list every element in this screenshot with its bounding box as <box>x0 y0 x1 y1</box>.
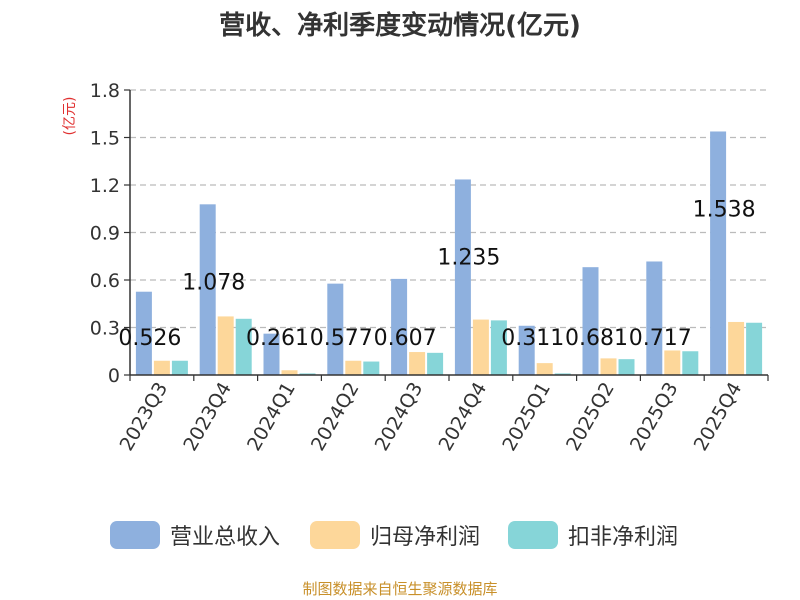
legend: 营业总收入 归母净利润 扣非净利润 <box>110 521 678 550</box>
x-tick-labels: 2023Q3 2023Q4 2024Q1 2024Q2 2024Q3 2024Q4 2025… <box>115 379 746 455</box>
data-label: 0.717 <box>629 326 692 351</box>
data-label: 0.261 <box>246 326 309 351</box>
bar <box>518 325 535 375</box>
bar <box>554 373 571 375</box>
bar <box>235 318 252 375</box>
bar <box>135 291 152 375</box>
bar <box>363 361 380 375</box>
x-tick-label: 2024Q2 <box>307 379 364 455</box>
legend-label: 归母净利润 <box>370 525 480 550</box>
data-label: 0.577 <box>310 326 373 351</box>
x-tick-label: 2024Q4 <box>434 379 491 455</box>
legend-swatch <box>110 521 160 549</box>
bar <box>409 352 426 375</box>
bar <box>391 278 408 375</box>
x-tick-label: 2024Q3 <box>371 379 428 455</box>
bar <box>582 267 599 375</box>
x-tick-label: 2023Q3 <box>115 379 172 455</box>
y-tick-label: 1.2 <box>90 175 120 197</box>
bar <box>618 359 635 375</box>
y-axis-label: (亿元) <box>62 97 78 136</box>
bar <box>153 360 170 375</box>
source-note: 制图数据来自恒生聚源数据库 <box>302 580 497 598</box>
data-labels: 0.526 1.078 0.261 0.577 0.607 1.235 0.311 0.681… <box>118 197 755 351</box>
data-label: 0.607 <box>374 326 437 351</box>
y-tick-label: 0.3 <box>90 318 120 340</box>
bar <box>536 363 553 375</box>
bar <box>345 360 362 375</box>
bar <box>600 358 617 375</box>
bar <box>299 373 316 375</box>
legend-label: 扣非净利润 <box>568 525 678 550</box>
axes <box>129 90 769 381</box>
bar <box>427 352 444 375</box>
bar <box>327 283 344 375</box>
chart-title: 营收、净利季度变动情况(亿元) <box>219 10 581 41</box>
x-tick-label: 2023Q4 <box>179 379 236 455</box>
x-tick-label: 2025Q2 <box>562 379 619 455</box>
bar <box>171 360 188 375</box>
bar <box>728 321 745 375</box>
x-tick-label: 2024Q1 <box>243 379 300 455</box>
legend-label: 营业总收入 <box>170 525 280 550</box>
bar <box>281 370 298 375</box>
y-tick-label: 0.9 <box>90 223 120 245</box>
y-tick-labels: 0 0.3 0.6 0.9 1.2 1.5 1.8 <box>90 80 120 387</box>
bar <box>472 319 489 375</box>
bar <box>664 350 681 375</box>
bar <box>710 131 727 375</box>
data-label: 1.235 <box>437 245 500 270</box>
data-label: 1.538 <box>693 197 756 222</box>
x-tick-label: 2025Q4 <box>690 379 747 455</box>
bars <box>135 131 763 375</box>
data-label: 0.681 <box>565 326 628 351</box>
bar <box>746 322 763 375</box>
y-tick-label: 0.6 <box>90 270 120 292</box>
bar <box>217 316 234 375</box>
data-label: 0.311 <box>501 326 564 351</box>
y-tick-label: 1.8 <box>90 80 120 102</box>
bar <box>454 179 471 375</box>
data-label: 1.078 <box>182 270 245 295</box>
bar <box>682 351 699 375</box>
data-label: 0.526 <box>118 326 181 351</box>
x-tick-label: 2025Q3 <box>626 379 683 455</box>
y-tick-label: 0 <box>108 365 120 387</box>
y-tick-label: 1.5 <box>90 128 120 150</box>
bar <box>263 333 280 375</box>
bar <box>646 261 663 375</box>
bar <box>199 204 216 375</box>
legend-swatch <box>310 521 360 549</box>
legend-swatch <box>508 521 558 549</box>
x-tick-label: 2025Q1 <box>498 379 555 455</box>
bar <box>490 320 507 375</box>
